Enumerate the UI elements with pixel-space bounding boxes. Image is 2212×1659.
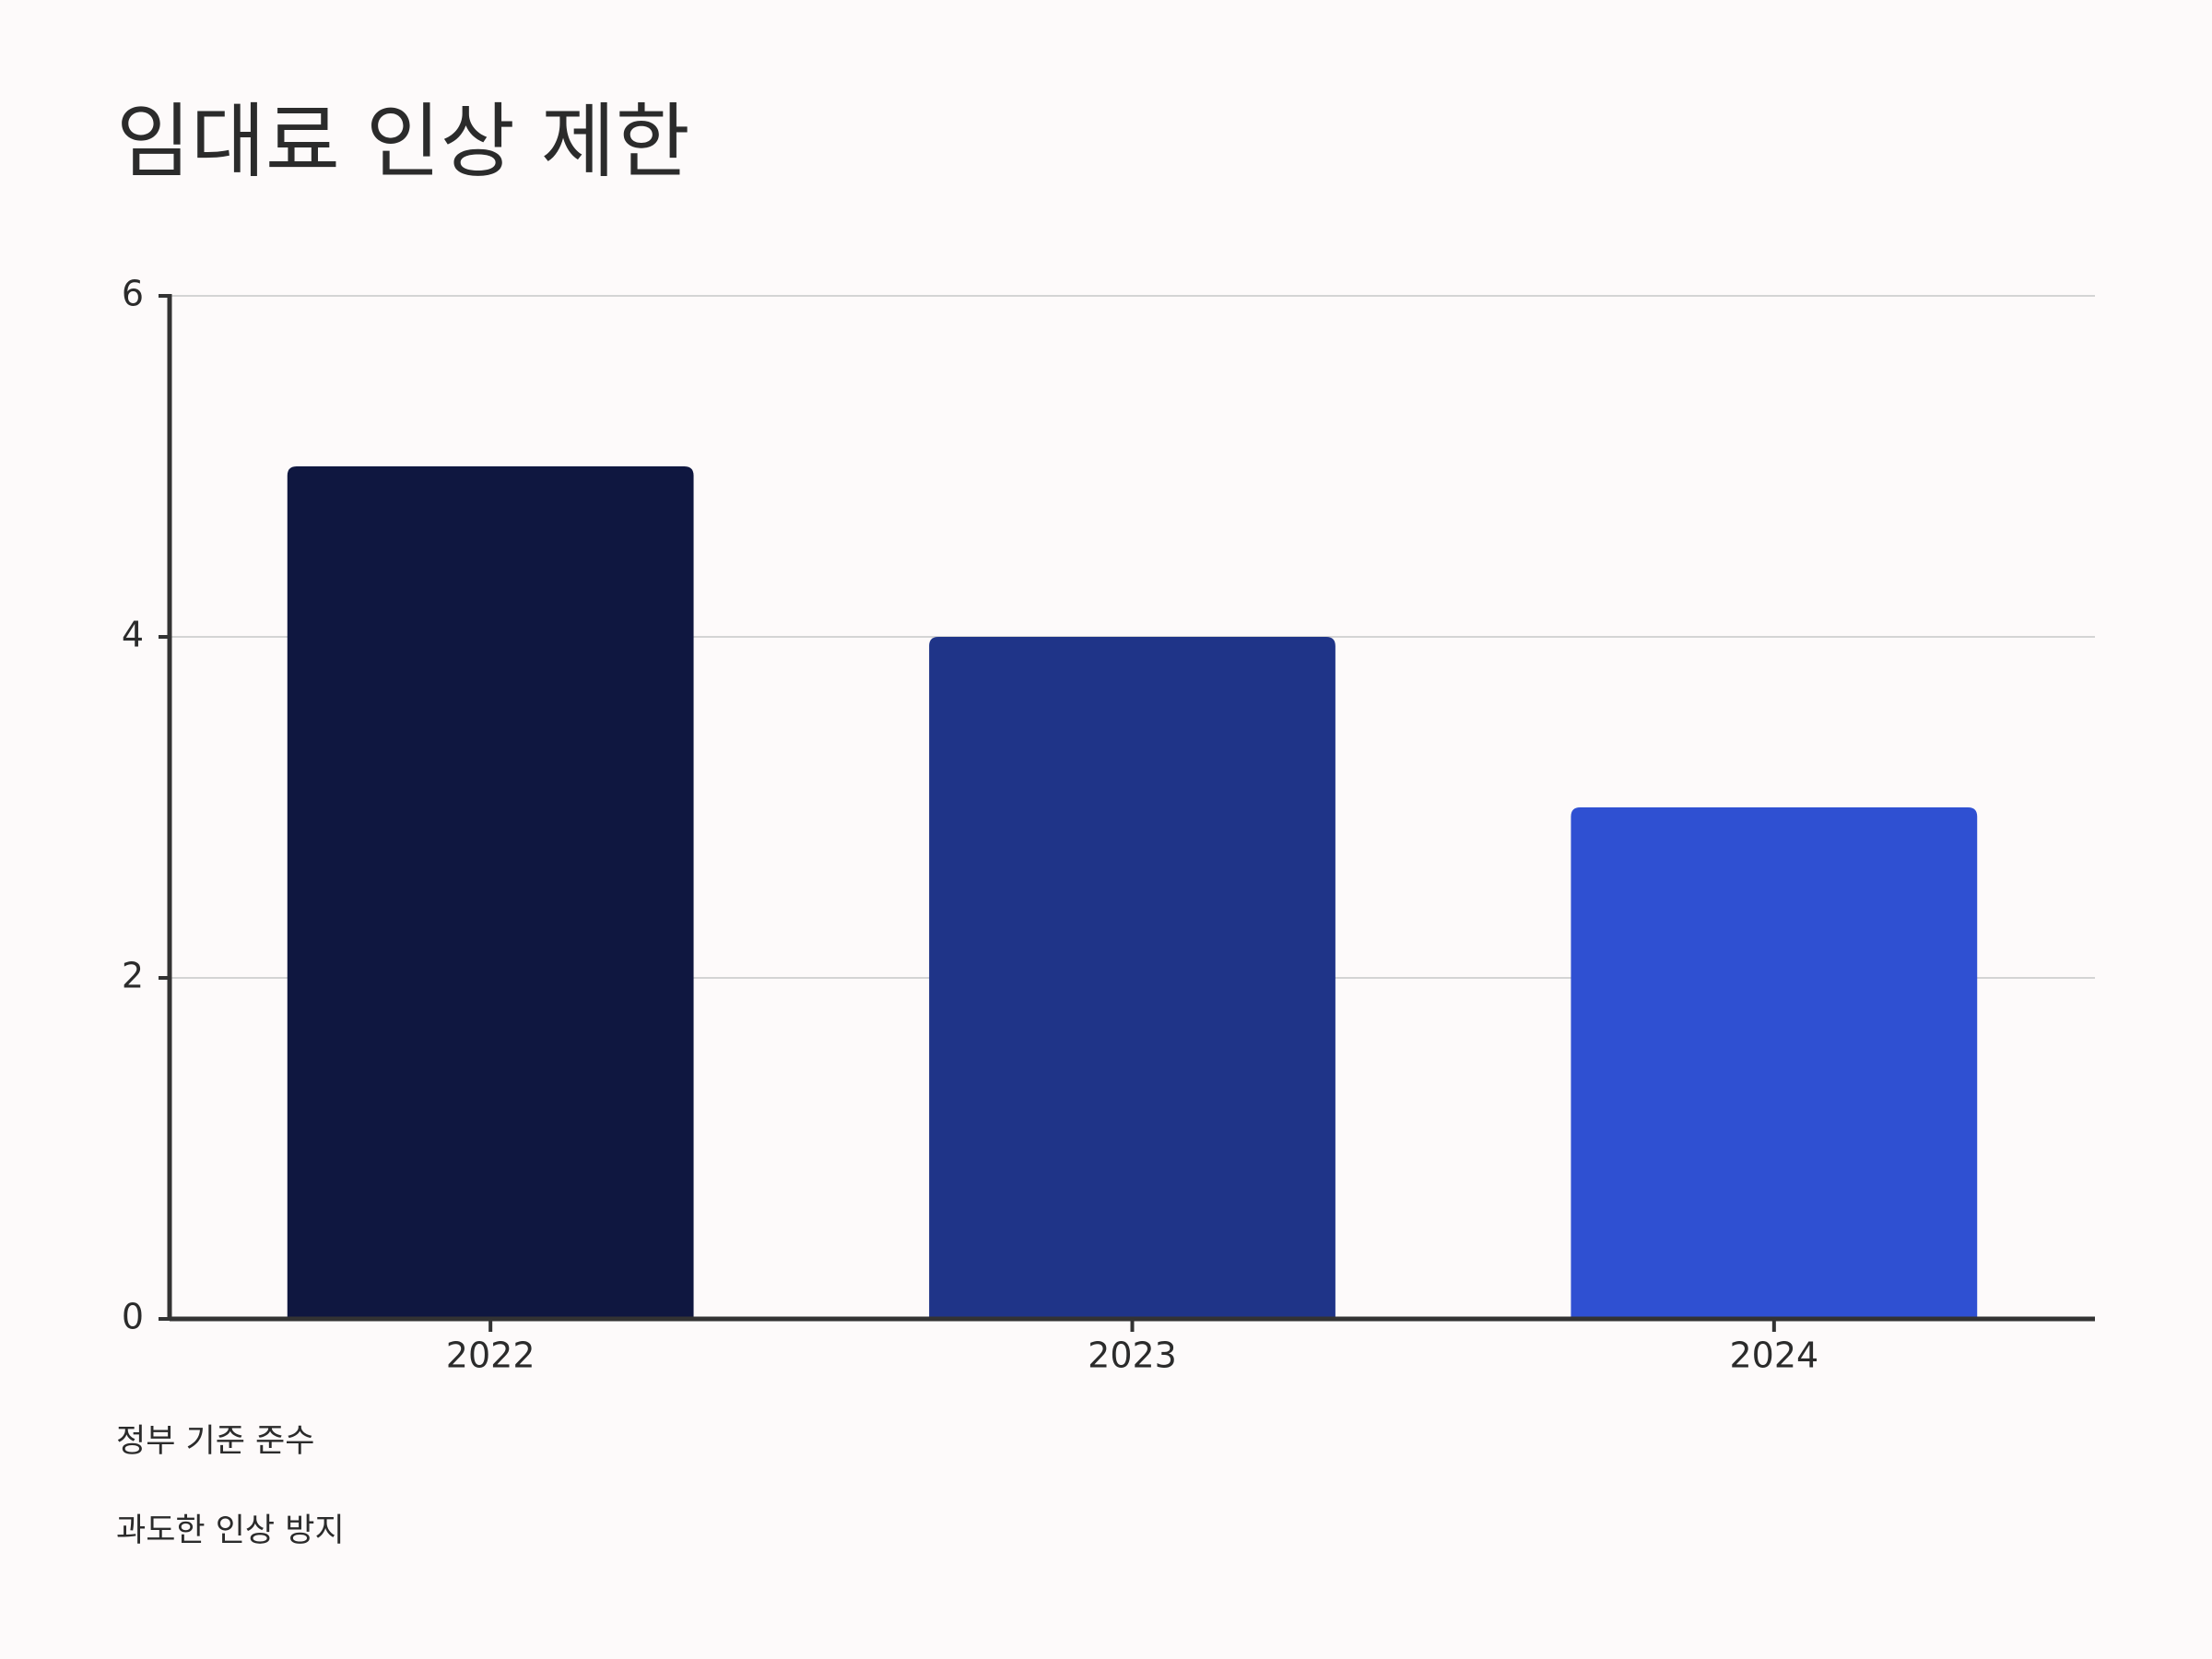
y-tick-label: 4	[122, 615, 144, 655]
y-tick-label: 6	[122, 274, 144, 314]
chart-title: 임대료 인상 제한	[116, 94, 690, 189]
x-tick-label: 2023	[1088, 1335, 1177, 1376]
x-tick-label: 2024	[1729, 1335, 1818, 1376]
annotation: 과도한 인상 방지	[116, 1512, 345, 1549]
y-tick-label: 0	[122, 1297, 144, 1337]
bar	[1571, 807, 1978, 1319]
y-tick-label: 2	[122, 956, 144, 996]
annotation: 정부 기준 준수	[116, 1423, 314, 1460]
x-tick-label: 2022	[446, 1335, 535, 1376]
bar	[287, 466, 694, 1319]
bar	[929, 637, 1335, 1319]
